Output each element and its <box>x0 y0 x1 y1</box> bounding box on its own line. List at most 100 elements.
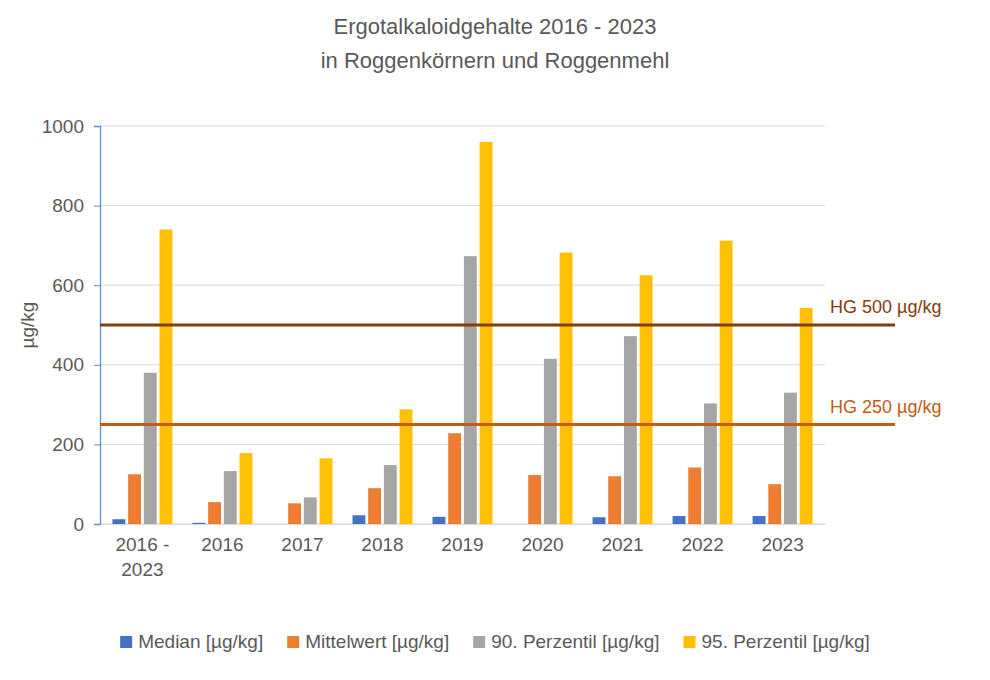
x-tick: 2022 <box>681 524 723 555</box>
x-tick: 2020 <box>521 524 563 555</box>
x-tick-label: 2023 <box>761 534 803 555</box>
title: Ergotalkaloidgehalte 2016 - 2023 <box>334 14 657 39</box>
legend-label: 90. Perzentil [µg/kg] <box>491 631 659 652</box>
x-tick: 2016 <box>201 524 243 555</box>
bar <box>624 336 637 524</box>
y-tick-label: 1000 <box>42 116 84 137</box>
y-tick: 600 <box>52 275 100 296</box>
y-tick-mark <box>94 444 100 445</box>
bar-series <box>144 256 797 524</box>
bar <box>753 516 766 524</box>
legend-swatch <box>120 636 132 648</box>
bar <box>704 403 717 524</box>
y-tick-label: 800 <box>52 195 84 216</box>
legend-swatch <box>473 636 485 648</box>
legend-label: 95. Perzentil [µg/kg] <box>702 631 870 652</box>
y-tick: 400 <box>52 354 100 375</box>
y-tick: 200 <box>52 434 100 455</box>
x-axis: 2016 -2023 2016 2017 2018 2019 2020 2021 2022 20… <box>101 524 826 580</box>
bar <box>560 253 573 524</box>
bar <box>400 409 413 524</box>
y-tick-label: 600 <box>52 275 84 296</box>
bar <box>640 275 653 524</box>
bar <box>513 524 526 525</box>
bar <box>192 523 205 524</box>
y-tick-mark <box>94 126 100 127</box>
bar <box>112 519 125 524</box>
y-axis: 0 200 400 600 800 1000 <box>42 116 101 535</box>
x-tick: 2018 <box>361 524 403 555</box>
grid-line <box>100 285 825 286</box>
bar <box>288 503 301 524</box>
legend-label: Median [µg/kg] <box>138 631 263 652</box>
x-tick: 2019 <box>441 524 483 555</box>
bar <box>768 484 781 524</box>
bar <box>593 517 606 524</box>
y-tick-mark <box>94 365 100 366</box>
y-tick: 0 <box>73 514 100 535</box>
x-tick: 2023 <box>761 524 803 555</box>
bar <box>304 497 317 524</box>
x-tick: 2016 -2023 <box>115 524 169 580</box>
y-axis-line <box>94 127 101 525</box>
y-axis-title: µg/kg <box>17 302 38 349</box>
bar <box>528 475 541 524</box>
legend: Median [µg/kg] Mittelwert [µg/kg] 90. Perz… <box>120 631 870 652</box>
grid-line <box>100 126 825 127</box>
x-tick-label: 2018 <box>361 534 403 555</box>
reference-line <box>100 423 895 426</box>
bar-series <box>160 142 813 524</box>
bar <box>480 142 493 524</box>
legend-swatch <box>287 636 299 648</box>
legend-item: 95. Perzentil [µg/kg] <box>684 631 870 652</box>
bar <box>368 488 381 524</box>
x-tick-label: 2016 <box>201 534 243 555</box>
bar <box>608 476 621 524</box>
chart: Ergotalkaloidgehalte 2016 - 2023 in Rogge… <box>0 0 990 680</box>
x-tick: 2021 <box>601 524 643 555</box>
bar <box>208 502 221 524</box>
reference-label: HG 250 µg/kg <box>830 397 941 417</box>
bar <box>144 373 157 524</box>
bar <box>673 516 686 524</box>
bar <box>784 393 797 524</box>
bar <box>320 458 333 524</box>
y-tick-mark <box>94 285 100 286</box>
y-tick: 1000 <box>42 116 100 137</box>
x-axis-line <box>101 524 826 525</box>
bar <box>240 453 253 524</box>
y-tick-mark <box>94 524 100 525</box>
y-tick-label: 200 <box>52 434 84 455</box>
bar <box>688 467 701 524</box>
grid-line <box>100 205 825 206</box>
bar <box>448 433 461 524</box>
title: in Roggenkörnern und Roggenmehl <box>321 48 670 73</box>
x-tick-label: 2016 -2023 <box>115 534 169 580</box>
reference-lines: HG 500 µg/kg HG 250 µg/kg <box>100 297 941 425</box>
bar <box>384 465 397 524</box>
bar <box>433 517 446 524</box>
legend-item: Median [µg/kg] <box>120 631 263 652</box>
bar <box>720 241 733 524</box>
legend-item: 90. Perzentil [µg/kg] <box>473 631 659 652</box>
bar <box>272 524 285 525</box>
y-tick-label: 400 <box>52 354 84 375</box>
legend-swatch <box>684 636 696 648</box>
y-tick: 800 <box>52 195 100 216</box>
bar <box>544 359 557 524</box>
bar <box>352 515 365 524</box>
x-tick-label: 2020 <box>521 534 563 555</box>
x-tick-label: 2017 <box>281 534 323 555</box>
bar <box>224 471 237 524</box>
legend-label: Mittelwert [µg/kg] <box>305 631 449 652</box>
legend-item: Mittelwert [µg/kg] <box>287 631 449 652</box>
x-tick-label: 2019 <box>441 534 483 555</box>
y-tick-mark <box>94 206 100 207</box>
bar <box>800 308 813 524</box>
bar <box>160 229 173 524</box>
bar <box>464 256 477 524</box>
grid-line <box>100 364 825 365</box>
reference-label: HG 500 µg/kg <box>830 297 941 317</box>
bars <box>112 142 812 524</box>
bar-series <box>128 433 781 524</box>
